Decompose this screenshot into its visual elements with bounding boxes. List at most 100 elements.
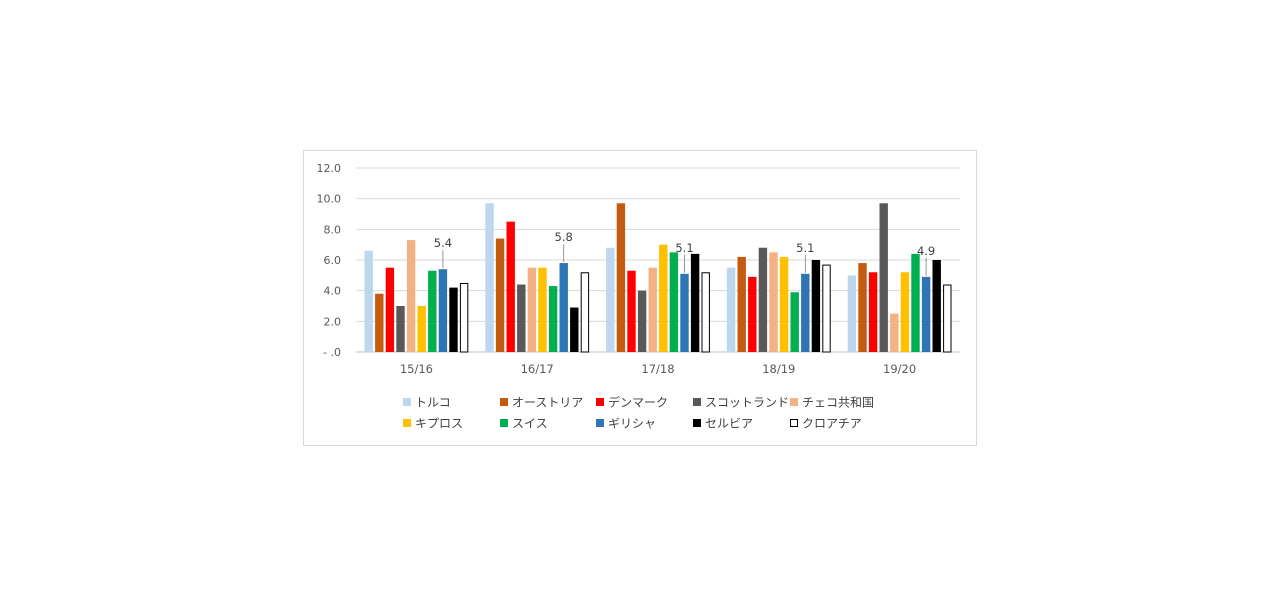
bar — [669, 252, 679, 352]
data-label: 5.8 — [555, 230, 573, 244]
y-tick-label: 4.0 — [324, 285, 342, 298]
legend-item: チェコ共和国 — [790, 396, 874, 410]
x-category-label: 15/16 — [400, 362, 433, 376]
data-label: 5.4 — [434, 236, 452, 250]
legend-label: オーストリア — [512, 396, 583, 410]
bar — [438, 269, 448, 352]
y-tick-label: - .0 — [323, 346, 341, 359]
bar — [726, 267, 736, 352]
bar — [385, 267, 395, 352]
bar — [580, 272, 590, 353]
bar — [428, 270, 437, 352]
bar — [758, 247, 768, 352]
bar — [932, 260, 941, 352]
legend-label: チェコ共和国 — [802, 396, 874, 410]
legend-label: トルコ — [415, 396, 451, 410]
bar — [627, 270, 636, 352]
legend-swatch — [403, 419, 411, 427]
legend-item: オーストリア — [500, 396, 583, 410]
bar — [406, 240, 416, 352]
bar — [943, 284, 952, 353]
bar — [822, 264, 831, 353]
bar — [921, 276, 931, 352]
data-label: 4.9 — [917, 244, 935, 258]
bar — [790, 292, 799, 352]
legend-item: スイス — [500, 417, 548, 431]
legend-label: ギリシャ — [608, 417, 656, 431]
bar — [779, 256, 789, 352]
legend-swatch — [596, 419, 604, 427]
x-category-label: 17/18 — [641, 362, 674, 376]
x-axis-categories: 15/16 16/17 17/18 18/19 19/20 — [400, 362, 916, 376]
bar — [769, 252, 778, 352]
bar — [495, 238, 505, 352]
bar — [748, 276, 757, 352]
bar — [637, 290, 647, 352]
y-tick-label: 2.0 — [324, 315, 342, 328]
legend-label: デンマーク — [608, 395, 668, 410]
bar — [606, 247, 615, 352]
bar — [701, 272, 710, 353]
x-category-label: 18/19 — [762, 362, 795, 376]
bar — [538, 267, 547, 352]
bars — [364, 203, 952, 353]
legend-swatch — [693, 398, 701, 406]
bar — [858, 263, 867, 352]
y-axis-ticks: 12.0 10.0 8.0 6.0 4.0 2.0 - .0 — [317, 162, 342, 359]
legend-item: セルビア — [693, 417, 753, 431]
legend-swatch — [790, 419, 798, 427]
bar — [680, 273, 689, 352]
bar — [690, 253, 700, 352]
bar — [659, 244, 668, 352]
data-label: 5.1 — [796, 241, 814, 255]
legend-item: トルコ — [403, 396, 451, 410]
bar — [900, 272, 910, 352]
bar — [449, 287, 458, 352]
legend-item: キプロス — [403, 417, 463, 431]
bar — [911, 253, 920, 352]
chart-frame: 12.0 10.0 8.0 6.0 4.0 2.0 - .0 15/16 16/17 17/18… — [303, 150, 977, 446]
bar — [890, 313, 899, 352]
legend-swatch — [500, 398, 508, 406]
x-category-label: 16/17 — [521, 362, 554, 376]
legend-label: スイス — [512, 417, 548, 431]
legend-label: スコットランド — [705, 396, 789, 410]
bar — [396, 306, 405, 352]
x-category-label: 19/20 — [883, 362, 916, 376]
y-tick-label: 6.0 — [324, 254, 342, 267]
legend-label: セルビア — [705, 417, 753, 431]
bar — [616, 203, 626, 352]
bar — [459, 283, 469, 353]
legend-label: キプロス — [415, 417, 463, 431]
bar — [559, 263, 568, 352]
bar — [811, 260, 821, 352]
data-labels: 5.4 5.8 5.1 5.1 4.9 — [434, 230, 935, 276]
legend-swatch — [403, 398, 411, 406]
legend-swatch — [500, 419, 508, 427]
bar — [648, 267, 657, 352]
y-tick-label: 12.0 — [317, 162, 342, 175]
legend-swatch — [596, 398, 604, 406]
bar — [506, 221, 515, 352]
legend-item: スコットランド — [693, 396, 789, 410]
bar — [375, 293, 384, 352]
bar — [485, 203, 494, 352]
bar — [417, 306, 426, 352]
legend-item: ギリシャ — [596, 417, 656, 431]
y-tick-label: 10.0 — [317, 193, 342, 206]
legend-item: デンマーク — [596, 395, 668, 410]
y-tick-label: 8.0 — [324, 223, 342, 236]
bar — [879, 203, 888, 352]
bar — [801, 273, 810, 352]
legend-swatch — [790, 398, 798, 406]
bar — [847, 275, 857, 352]
bar — [527, 267, 537, 352]
bar — [570, 307, 579, 352]
bar — [548, 286, 558, 352]
legend-item: クロアチア — [790, 417, 862, 431]
legend-label: クロアチア — [802, 417, 862, 431]
bar — [517, 284, 526, 352]
bar — [868, 272, 878, 352]
data-label: 5.1 — [675, 241, 693, 255]
